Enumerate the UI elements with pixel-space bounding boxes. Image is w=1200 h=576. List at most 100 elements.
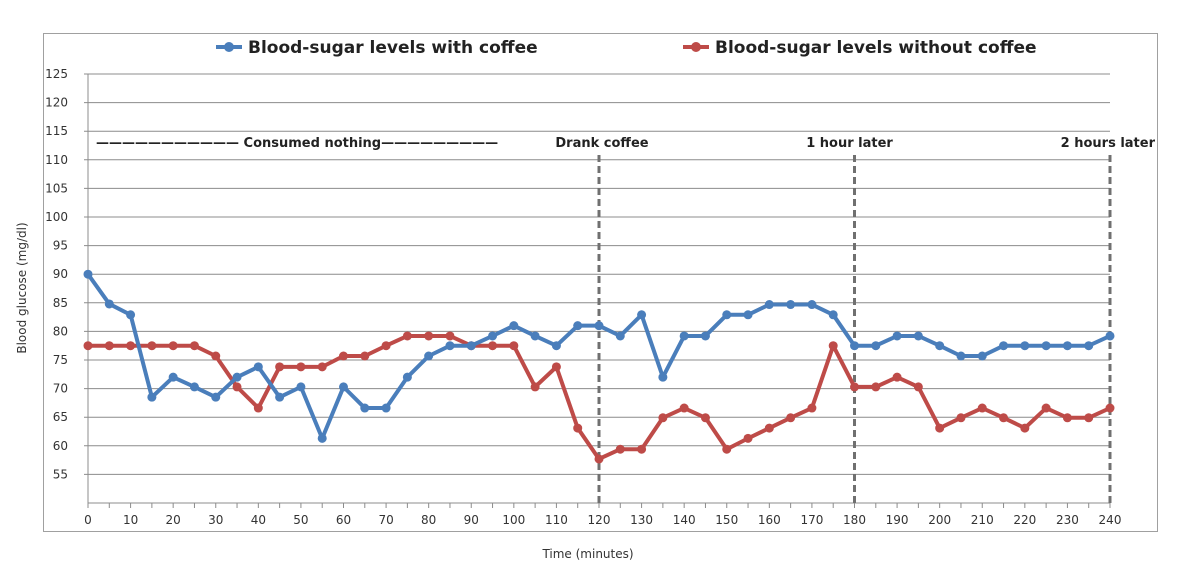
data-point (530, 331, 540, 341)
data-point (104, 341, 114, 351)
data-point (253, 362, 263, 372)
x-tick-label: 20 (166, 513, 181, 527)
data-point (850, 382, 859, 392)
data-point (509, 321, 519, 331)
data-point (530, 382, 540, 392)
data-point (764, 300, 774, 310)
data-point (594, 454, 604, 464)
data-point (104, 299, 114, 309)
x-tick-label: 180 (843, 513, 866, 527)
data-point (466, 341, 476, 351)
x-tick-label: 10 (123, 513, 138, 527)
data-point (1084, 413, 1094, 423)
x-tick-label: 170 (800, 513, 823, 527)
data-point (871, 341, 881, 351)
data-point (594, 321, 604, 331)
data-point (679, 331, 689, 341)
data-point (147, 392, 157, 402)
data-point (807, 300, 817, 310)
data-point (317, 362, 327, 372)
data-point (956, 351, 966, 361)
data-point (360, 403, 370, 413)
y-tick-label: 95 (53, 239, 68, 253)
x-tick-label: 160 (758, 513, 781, 527)
data-point (658, 372, 668, 382)
data-point (1105, 331, 1115, 341)
y-tick-label: 90 (53, 267, 68, 281)
data-point (488, 331, 498, 341)
data-point (1020, 423, 1030, 433)
data-point (722, 444, 732, 454)
data-point (1084, 341, 1094, 351)
x-tick-label: 210 (971, 513, 994, 527)
data-point (424, 351, 434, 361)
data-point (913, 331, 923, 341)
data-point (913, 382, 923, 392)
y-tick-label: 80 (53, 324, 68, 338)
data-point (1062, 341, 1072, 351)
y-axis-title: Blood glucose (mg/dl) (15, 222, 29, 353)
data-point (977, 351, 987, 361)
chart-frame (43, 33, 1158, 532)
data-point (445, 331, 455, 341)
data-point (551, 341, 561, 351)
data-point (211, 392, 221, 402)
data-point (1041, 403, 1051, 413)
x-tick-label: 70 (378, 513, 393, 527)
y-tick-label: 115 (45, 124, 68, 138)
data-point (1062, 413, 1072, 423)
x-tick-label: 50 (293, 513, 308, 527)
data-point (999, 341, 1009, 351)
data-point (999, 413, 1009, 423)
data-point (232, 382, 242, 392)
y-tick-label: 75 (53, 353, 68, 367)
data-point (700, 331, 710, 341)
y-tick-label: 125 (45, 67, 68, 81)
data-point (424, 331, 434, 341)
x-tick-label: 230 (1056, 513, 1079, 527)
data-point (402, 331, 412, 341)
data-point (126, 341, 136, 351)
y-tick-label: 65 (53, 410, 68, 424)
data-point (700, 413, 710, 423)
data-point (828, 341, 838, 351)
data-point (168, 372, 178, 382)
x-tick-label: 220 (1013, 513, 1036, 527)
y-tick-label: 55 (53, 467, 68, 481)
data-point (83, 269, 93, 279)
data-point (168, 341, 178, 351)
y-tick-label: 120 (45, 96, 68, 110)
x-tick-label: 100 (502, 513, 525, 527)
y-tick-label: 110 (45, 153, 68, 167)
data-point (189, 382, 199, 392)
data-point (211, 351, 221, 361)
data-point (935, 423, 945, 433)
data-point (488, 341, 498, 351)
data-point (126, 310, 136, 320)
x-tick-label: 140 (673, 513, 696, 527)
data-point (275, 392, 285, 402)
data-point (935, 341, 945, 351)
data-point (637, 444, 647, 454)
x-tick-label: 150 (715, 513, 738, 527)
x-tick-label: 30 (208, 513, 223, 527)
legend-swatch-marker (691, 42, 701, 52)
legend-label: Blood-sugar levels without coffee (715, 38, 1037, 58)
data-point (253, 403, 263, 413)
data-point (147, 341, 157, 351)
data-point (658, 413, 668, 423)
data-point (679, 403, 689, 413)
data-point (296, 382, 306, 392)
y-tick-label: 105 (45, 181, 68, 195)
data-point (743, 310, 753, 320)
x-tick-label: 90 (464, 513, 479, 527)
data-point (317, 433, 327, 443)
data-point (977, 403, 987, 413)
x-tick-label: 190 (886, 513, 909, 527)
x-tick-label: 240 (1099, 513, 1122, 527)
annotation-label: Drank coffee (555, 136, 648, 151)
data-point (764, 423, 774, 433)
data-point (381, 403, 391, 413)
data-point (1041, 341, 1051, 351)
